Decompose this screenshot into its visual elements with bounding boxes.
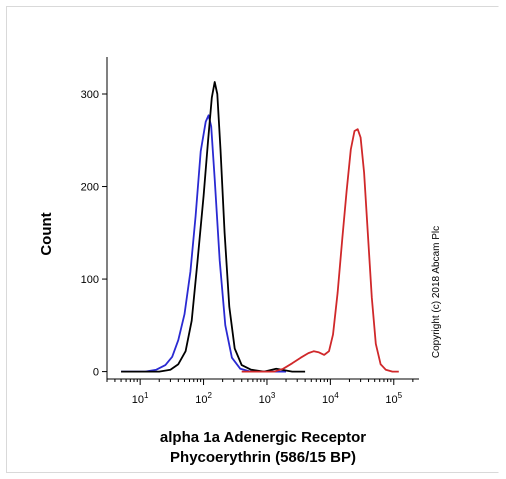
y-tick-label: 0 (93, 367, 99, 379)
x-tick-label: 104 (322, 391, 339, 406)
x-tick-label: 101 (132, 391, 149, 406)
x-tick-label: 105 (385, 391, 402, 406)
copyright-annotation: Copyright (c) 2018 Abcam Plc (431, 226, 442, 358)
y-tick-label: 100 (81, 274, 99, 286)
x-axis-title-line-2: Phycoerythrin (586/15 BP) (170, 449, 356, 466)
histogram-chart: 0 100 200 300 101 102 103 104 105 Count alpha 1a… (38, 57, 442, 466)
series-line-3 (241, 128, 399, 373)
series-line-2 (121, 81, 306, 373)
figure-frame: 0 100 200 300 101 102 103 104 105 Count alpha 1a… (6, 6, 499, 473)
x-tick-label: 102 (195, 391, 212, 406)
y-axis-title: Count (38, 212, 55, 255)
y-tick-label: 200 (81, 182, 99, 194)
series-line-1 (121, 114, 286, 373)
y-tick-label: 300 (81, 89, 99, 101)
x-axis-title-line-1: alpha 1a Adenergic Receptor (160, 429, 366, 446)
x-tick-label: 103 (259, 391, 276, 406)
